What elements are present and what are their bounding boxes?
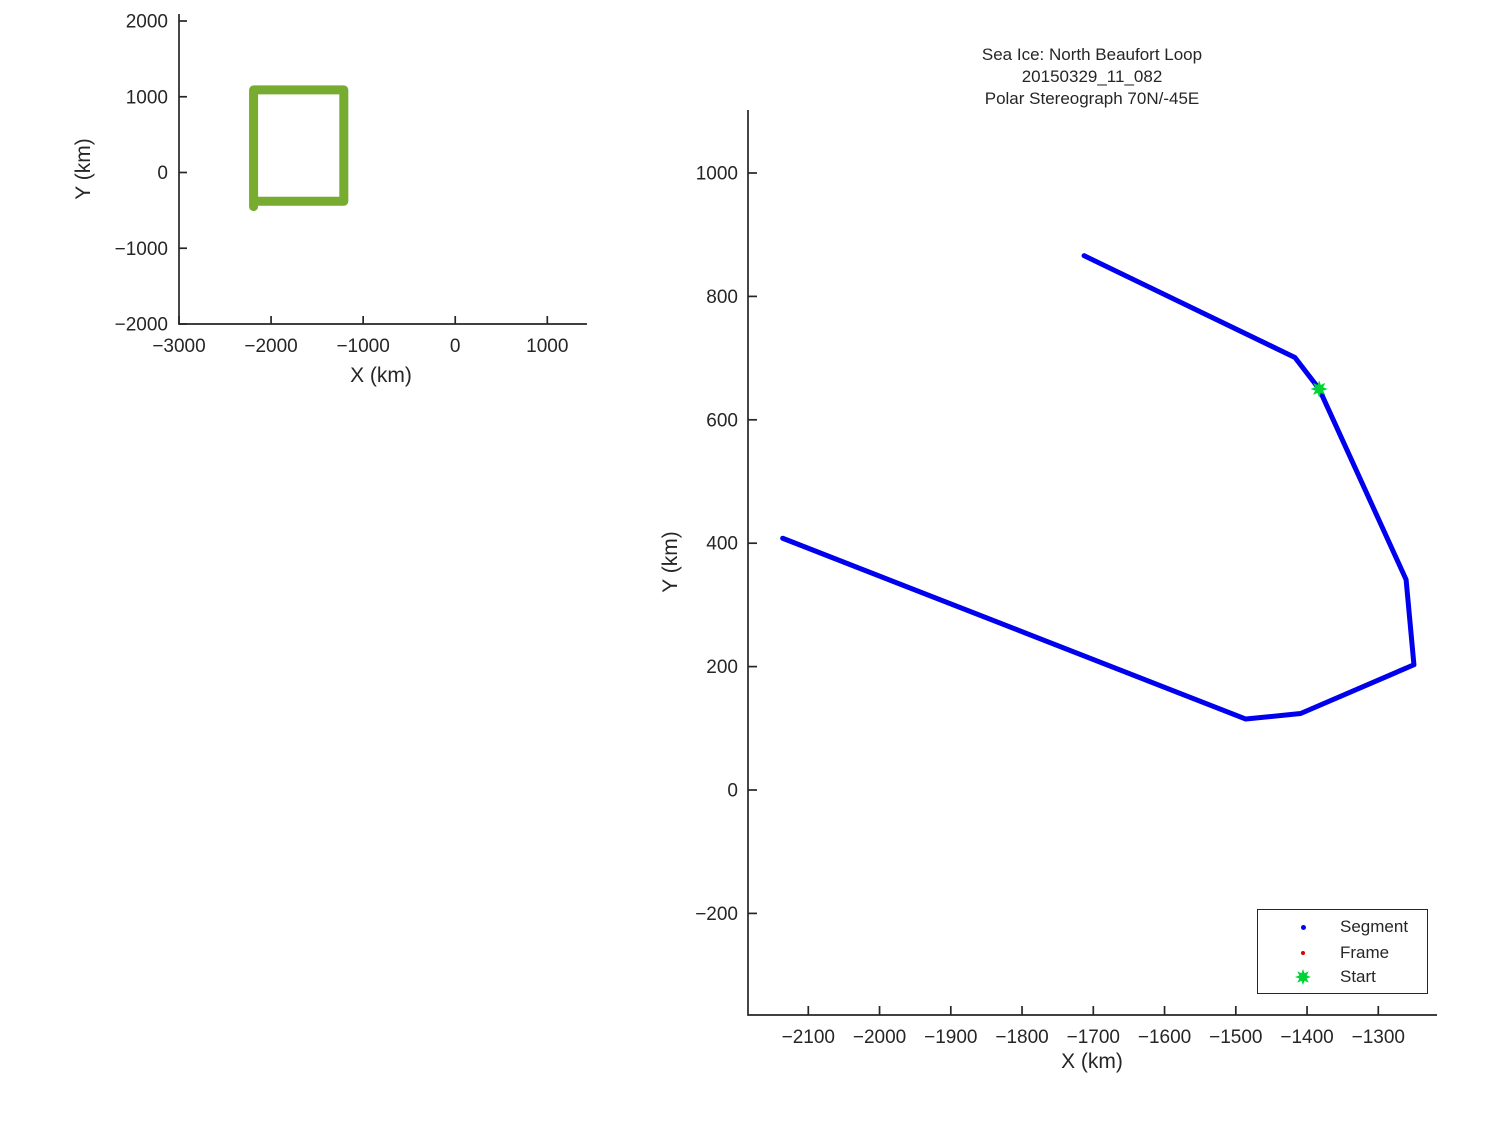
frame-dot-icon [1294, 940, 1312, 966]
x-tick-label: 0 [450, 336, 461, 357]
start-marker-legend-svg [1295, 969, 1311, 985]
x-tick-label: −3000 [152, 336, 205, 357]
x-tick-label: −2000 [853, 1027, 906, 1048]
trajectory-y-axis-label: Y (km) [659, 531, 682, 593]
x-tick-label: −2100 [782, 1027, 835, 1048]
legend-label-segment: Segment [1340, 917, 1409, 936]
y-tick-label: −2000 [115, 315, 168, 336]
plot-title: Sea Ice: North Beaufort Loop 20150329_11… [742, 44, 1442, 110]
axis-spine [747, 110, 1437, 1016]
legend-marker-segment [1300, 924, 1306, 930]
segment-dot-icon [1294, 914, 1312, 940]
plot-title-line1: Sea Ice: North Beaufort Loop [981, 45, 1203, 64]
x-tick-label: −1500 [1209, 1027, 1262, 1048]
x-tick-label: 1000 [526, 336, 568, 357]
start-star-icon [1294, 964, 1312, 990]
legend: Segment Frame Start [1257, 909, 1428, 994]
y-tick-label: 400 [706, 534, 738, 555]
legend-item-segment: Segment [1258, 914, 1427, 940]
plot-title-line2: 20150329_11_082 [1021, 67, 1163, 86]
y-tick-label: 200 [706, 657, 738, 678]
legend-marker-frame [1301, 951, 1305, 955]
y-tick-label: −200 [695, 904, 738, 925]
trajectory-plot-axes: −2100 −2000 −1900 −1800 −1700 −1600 −1500 −1400… [695, 110, 1437, 1048]
trajectory-x-axis-label: X (km) [1061, 1050, 1123, 1073]
overview-y-axis-label: Y (km) [72, 138, 95, 200]
y-tick-label: 800 [706, 287, 738, 308]
segment-line [780, 253, 1417, 722]
y-tick-label: 1000 [126, 87, 168, 108]
y-tick-label: −1000 [115, 239, 168, 260]
x-tick-label: −1800 [995, 1027, 1048, 1048]
x-tick-label: −1900 [924, 1027, 977, 1048]
loop-extent-box-line [249, 85, 349, 212]
legend-label-frame: Frame [1340, 943, 1390, 962]
y-tick-label: 0 [157, 163, 168, 184]
legend-item-start: Start [1258, 964, 1427, 990]
x-tick-label: −1000 [336, 336, 389, 357]
x-tick-label: −2000 [244, 336, 297, 357]
axis-spine [178, 14, 587, 325]
x-tick-label: −1700 [1067, 1027, 1120, 1048]
y-tick-label: 2000 [126, 12, 168, 33]
y-tick-label: 600 [706, 410, 738, 431]
legend-label-start: Start [1340, 967, 1376, 986]
y-tick-label: 1000 [696, 164, 738, 185]
x-tick-label: −1400 [1280, 1027, 1333, 1048]
start-marker [1310, 380, 1328, 398]
x-tick-label: −1300 [1352, 1027, 1405, 1048]
x-tick-label: −1600 [1138, 1027, 1191, 1048]
y-tick-label: 0 [727, 781, 738, 802]
overview-x-axis-label: X (km) [350, 364, 412, 387]
legend-item-frame: Frame [1258, 940, 1427, 966]
plot-title-line3: Polar Stereograph 70N/-45E [984, 89, 1200, 108]
